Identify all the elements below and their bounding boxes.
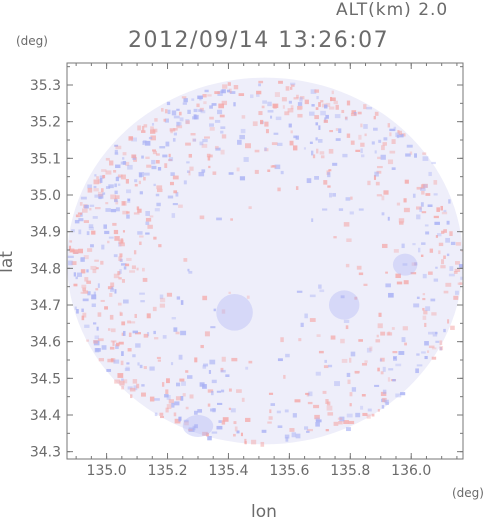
plot-frame	[66, 62, 464, 460]
y-tick-label: 34.3	[30, 445, 61, 461]
y-tick-label: 34.4	[30, 408, 61, 424]
y-tick-label: 34.7	[30, 298, 61, 314]
y-tick-label: 35.1	[30, 151, 61, 167]
radar-field	[67, 77, 463, 447]
radar-echo-texture	[67, 80, 463, 447]
y-tick-label: 35.2	[30, 115, 61, 131]
radar-coverage-disc	[67, 77, 463, 445]
y-tick-label: 35.3	[30, 78, 61, 94]
x-axis-unit: (deg)	[452, 486, 484, 500]
y-tick-label: 34.9	[30, 225, 61, 241]
x-tick-label: 135.2	[147, 463, 187, 479]
axes: 135.0 135.2 135.4 135.6 135.8 136.0 34.3 34.4 34…	[30, 62, 464, 479]
y-tick-label: 35.0	[30, 188, 61, 204]
y-axis-unit: (deg)	[16, 34, 48, 48]
x-tick-label: 136.0	[391, 463, 431, 479]
x-tick-label: 135.0	[87, 463, 127, 479]
x-tick-label: 135.6	[269, 463, 309, 479]
x-tick-label: 135.8	[330, 463, 370, 479]
chart-timestamp: 2012/09/14 13:26:07	[128, 28, 390, 53]
x-axis-label: lon	[251, 502, 277, 522]
y-tick-label: 34.6	[30, 335, 61, 351]
y-tick-label: 34.8	[30, 261, 61, 277]
altitude-label: ALT(km) 2.0	[336, 0, 449, 20]
x-tick-label: 135.4	[208, 463, 248, 479]
y-tick-label: 34.5	[30, 371, 61, 387]
